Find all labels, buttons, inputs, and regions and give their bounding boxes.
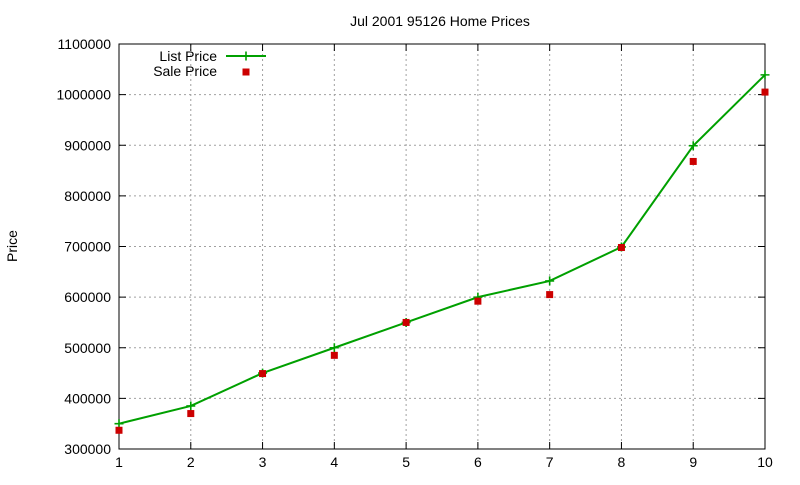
legend-marker-list-price [241,51,251,61]
series-layer [114,70,770,434]
x-tick-label: 4 [330,454,338,470]
grid-layer [119,44,765,449]
x-tick-label: 6 [474,454,482,470]
y-tick-label: 600000 [64,289,111,305]
legend-label-sale-price: Sale Price [153,63,217,79]
sale-price-point [761,88,769,96]
list-price-point [114,419,124,429]
x-tick-label: 10 [757,454,773,470]
series-line-list-price [118,74,766,425]
chart-title: Jul 2001 95126 Home Prices [350,13,530,29]
legend-label-list-price: List Price [159,48,217,64]
axis-layer: 300000 400000 500000 600000 700000 800000 9000… [56,36,773,470]
y-tick-label: 1000000 [56,87,111,103]
x-tick-label: 1 [115,454,123,470]
sale-price-point [474,297,482,305]
x-tick-label: 2 [187,454,195,470]
x-tick-label: 8 [618,454,626,470]
list-price-point [186,401,196,411]
x-tick-label: 5 [402,454,410,470]
y-tick-label: 500000 [64,340,111,356]
list-price-point [329,343,339,353]
sale-price-point [689,157,697,165]
x-tick-label: 9 [689,454,697,470]
sale-price-point [187,410,195,418]
sale-price-point [259,370,267,378]
list-price-point [760,70,770,80]
y-tick-label: 300000 [64,441,111,457]
sale-price-point [115,426,123,434]
y-tick-label: 1100000 [58,36,112,52]
sale-price-point [402,318,410,326]
x-tick-label: 3 [259,454,267,470]
y-tick-label: 400000 [64,390,111,406]
y-axis-label: Price [4,230,20,262]
legend-marker-sale-price [242,68,250,76]
sale-price-point [330,351,338,359]
list-price-point [688,141,698,151]
x-tick-label: 7 [546,454,554,470]
sale-price-point [546,291,554,299]
y-tick-label: 900000 [64,137,111,153]
list-price-point [545,276,555,286]
y-tick-label: 700000 [64,239,111,255]
sale-price-point [617,244,625,252]
y-tick-label: 800000 [64,188,111,204]
